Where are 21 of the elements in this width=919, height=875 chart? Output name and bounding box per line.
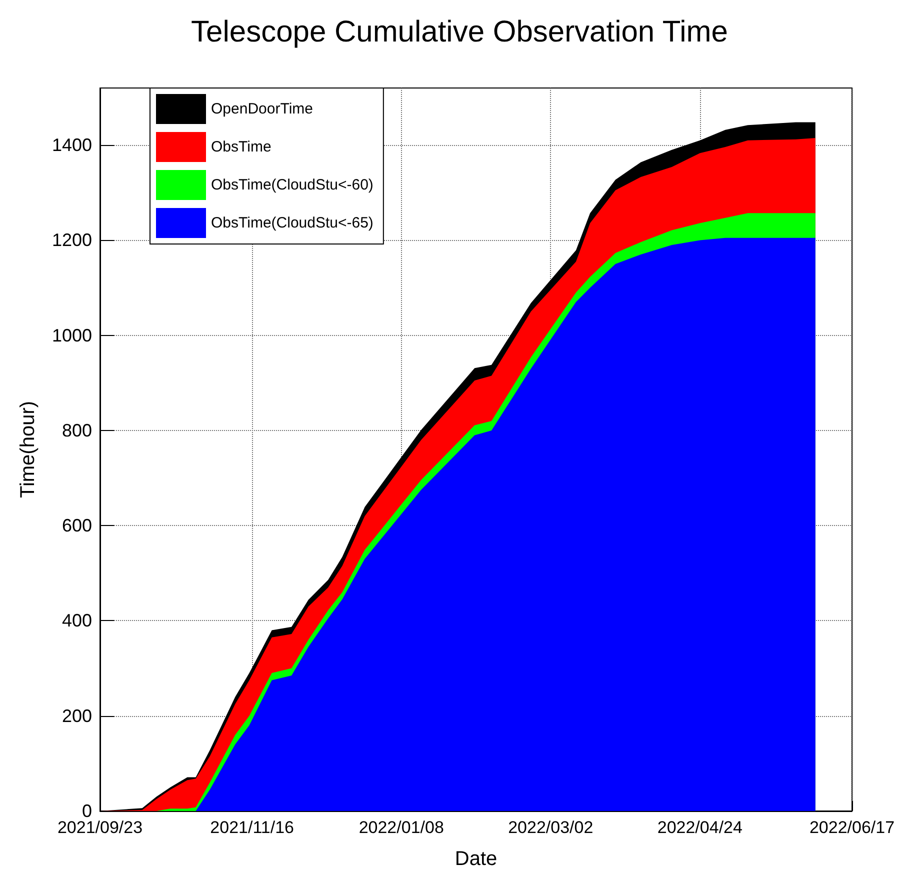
legend-label: ObsTime(CloudStu<-65) [211, 214, 374, 232]
y-tick-label: 400 [62, 610, 92, 631]
x-axis-title: Date [454, 848, 498, 870]
y-tick-label: 200 [62, 706, 92, 726]
x-tick-label: 2022/04/24 [657, 818, 742, 837]
x-tick-label: 2022/03/02 [508, 818, 594, 837]
legend-label: OpenDoorTime [211, 100, 313, 118]
chart-title: Telescope Cumulative Observation Time [191, 16, 728, 48]
legend-label: ObsTime [211, 138, 272, 156]
x-tick-label: 2021/09/23 [57, 818, 143, 837]
y-tick-label: 600 [62, 516, 92, 536]
x-tick-label: 2021/11/16 [210, 818, 294, 837]
y-tick-label: 1000 [52, 325, 92, 346]
x-tick-label: 2022/01/08 [358, 818, 444, 837]
y-tick-label: 0 [82, 801, 92, 821]
legend-label: ObsTime(CloudStu<-60) [211, 176, 374, 194]
y-tick-label: 1400 [52, 135, 92, 156]
y-tick-label: 1200 [52, 230, 92, 250]
x-tick-label: 2022/06/17 [809, 818, 895, 837]
y-axis-title: Time(hour) [17, 400, 39, 498]
y-tick-label: 800 [62, 420, 92, 440]
